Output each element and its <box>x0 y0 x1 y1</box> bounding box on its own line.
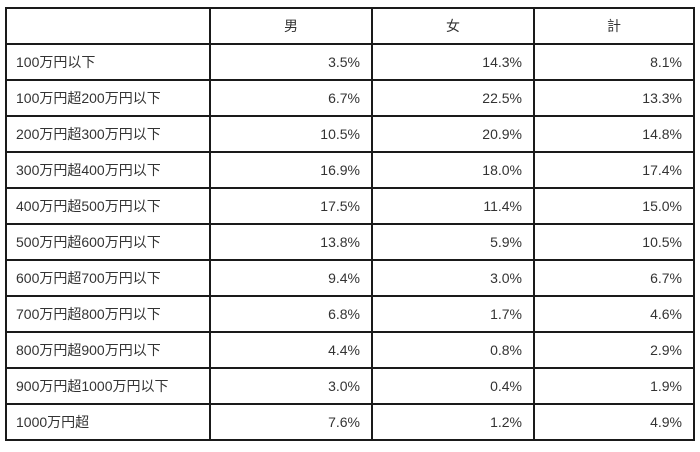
male-value-cell: 7.6% <box>209 403 373 441</box>
table-row: 900万円超1000万円以下 3.0% 0.4% 1.9% <box>5 367 695 405</box>
table-row: 1000万円超 7.6% 1.2% 4.9% <box>5 403 695 441</box>
table-body: 100万円以下 3.5% 14.3% 8.1% 100万円超200万円以下 6.7% 22.… <box>5 43 695 441</box>
male-value-cell: 17.5% <box>209 187 373 225</box>
table-row: 200万円超300万円以下 10.5% 20.9% 14.8% <box>5 115 695 153</box>
male-value-cell: 6.7% <box>209 79 373 117</box>
row-label-cell: 900万円超1000万円以下 <box>5 367 211 405</box>
male-value-cell: 6.8% <box>209 295 373 333</box>
female-value-cell: 1.2% <box>371 403 535 441</box>
row-label-cell: 100万円以下 <box>5 43 211 81</box>
header-cell-female: 女 <box>371 7 535 45</box>
total-value-cell: 8.1% <box>533 43 695 81</box>
table-row: 300万円超400万円以下 16.9% 18.0% 17.4% <box>5 151 695 189</box>
row-label-cell: 200万円超300万円以下 <box>5 115 211 153</box>
total-value-cell: 10.5% <box>533 223 695 261</box>
male-value-cell: 4.4% <box>209 331 373 369</box>
income-distribution-table: 男 女 計 100万円以下 3.5% 14.3% 8.1% 100万円超200万円以下 6… <box>5 7 695 441</box>
male-value-cell: 3.0% <box>209 367 373 405</box>
female-value-cell: 5.9% <box>371 223 535 261</box>
female-value-cell: 20.9% <box>371 115 535 153</box>
male-value-cell: 9.4% <box>209 259 373 297</box>
table-row: 100万円超200万円以下 6.7% 22.5% 13.3% <box>5 79 695 117</box>
total-value-cell: 14.8% <box>533 115 695 153</box>
male-value-cell: 13.8% <box>209 223 373 261</box>
female-value-cell: 0.8% <box>371 331 535 369</box>
female-value-cell: 14.3% <box>371 43 535 81</box>
female-value-cell: 18.0% <box>371 151 535 189</box>
male-value-cell: 10.5% <box>209 115 373 153</box>
total-value-cell: 13.3% <box>533 79 695 117</box>
total-value-cell: 1.9% <box>533 367 695 405</box>
table-row: 500万円超600万円以下 13.8% 5.9% 10.5% <box>5 223 695 261</box>
row-label-cell: 800万円超900万円以下 <box>5 331 211 369</box>
total-value-cell: 6.7% <box>533 259 695 297</box>
row-label-cell: 500万円超600万円以下 <box>5 223 211 261</box>
female-value-cell: 3.0% <box>371 259 535 297</box>
female-value-cell: 11.4% <box>371 187 535 225</box>
total-value-cell: 4.9% <box>533 403 695 441</box>
table-header-row: 男 女 計 <box>5 7 695 45</box>
income-distribution-table-container: 男 女 計 100万円以下 3.5% 14.3% 8.1% 100万円超200万円以下 6… <box>5 7 695 441</box>
total-value-cell: 17.4% <box>533 151 695 189</box>
table-row: 600万円超700万円以下 9.4% 3.0% 6.7% <box>5 259 695 297</box>
total-value-cell: 2.9% <box>533 331 695 369</box>
table-row: 400万円超500万円以下 17.5% 11.4% 15.0% <box>5 187 695 225</box>
table-row: 800万円超900万円以下 4.4% 0.8% 2.9% <box>5 331 695 369</box>
total-value-cell: 15.0% <box>533 187 695 225</box>
row-label-cell: 600万円超700万円以下 <box>5 259 211 297</box>
table-row: 100万円以下 3.5% 14.3% 8.1% <box>5 43 695 81</box>
row-label-cell: 400万円超500万円以下 <box>5 187 211 225</box>
male-value-cell: 3.5% <box>209 43 373 81</box>
row-label-cell: 1000万円超 <box>5 403 211 441</box>
female-value-cell: 22.5% <box>371 79 535 117</box>
row-label-cell: 700万円超800万円以下 <box>5 295 211 333</box>
male-value-cell: 16.9% <box>209 151 373 189</box>
female-value-cell: 1.7% <box>371 295 535 333</box>
row-label-cell: 100万円超200万円以下 <box>5 79 211 117</box>
table-row: 700万円超800万円以下 6.8% 1.7% 4.6% <box>5 295 695 333</box>
total-value-cell: 4.6% <box>533 295 695 333</box>
header-cell-total: 計 <box>533 7 695 45</box>
female-value-cell: 0.4% <box>371 367 535 405</box>
header-cell-male: 男 <box>209 7 373 45</box>
header-cell-category <box>5 7 211 45</box>
row-label-cell: 300万円超400万円以下 <box>5 151 211 189</box>
